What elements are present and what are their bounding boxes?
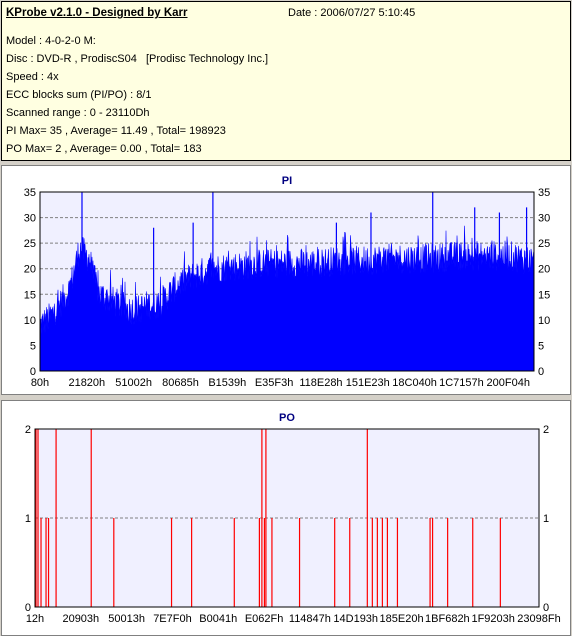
y-tick-label-left: 20 — [24, 264, 36, 276]
info-disc: Disc : DVD-R , ProdiscS04 [Prodisc Techn… — [6, 53, 269, 65]
info-pi-stats: PI Max= 35 , Average= 11.49 , Total= 198… — [6, 125, 226, 137]
x-tick-label: 200F04h — [487, 377, 530, 389]
info-speed: Speed : 4x — [6, 71, 59, 83]
x-tick-label: 7E7F0h — [153, 613, 192, 625]
y-tick-label-right: 5 — [538, 340, 544, 352]
x-tick-label: B1539h — [208, 377, 246, 389]
pi-chart: 0 0 5 5 10 10 15 15 20 20 25 25 30 30 35 35 80h 21820h 510… — [24, 175, 551, 389]
y-tick-label-left: 0 — [25, 602, 31, 614]
x-tick-label: 18C040h — [392, 377, 437, 389]
x-tick-label: 21820h — [68, 377, 105, 389]
x-tick-label: 1BF682h — [425, 613, 470, 625]
x-tick-label: 118E28h — [299, 377, 342, 389]
y-tick-label-left: 35 — [24, 187, 36, 199]
x-tick-label: 80h — [31, 377, 49, 389]
pi-series-area — [39, 225, 535, 372]
x-tick-label: 1F9203h — [471, 613, 514, 625]
info-ecc-blocks: ECC blocks sum (PI/PO) : 8/1 — [6, 89, 152, 101]
x-tick-label: 151E23h — [346, 377, 390, 389]
y-tick-label-right: 25 — [538, 238, 550, 250]
y-tick-label-right: 2 — [543, 424, 549, 436]
y-tick-label-right: 0 — [538, 366, 544, 378]
y-tick-label-right: 10 — [538, 315, 550, 327]
y-tick-label-left: 10 — [24, 315, 36, 327]
x-tick-label: E062Fh — [245, 613, 284, 625]
info-model: Model : 4-0-2-0 M: — [6, 35, 96, 47]
x-tick-label: 23098Fh — [517, 613, 560, 625]
x-tick-label: 51002h — [115, 377, 152, 389]
x-tick-label: B0041h — [199, 613, 237, 625]
y-tick-label-right: 15 — [538, 289, 550, 301]
y-tick-label-right: 30 — [538, 213, 550, 225]
x-tick-label: 1C7157h — [439, 377, 484, 389]
y-tick-label-right: 0 — [543, 602, 549, 614]
y-tick-label-left: 5 — [30, 340, 36, 352]
info-scanned-range: Scanned range : 0 - 23110Dh — [6, 107, 150, 119]
y-tick-label-left: 25 — [24, 238, 36, 250]
y-tick-label-right: 1 — [543, 513, 549, 525]
plot-border — [34, 428, 540, 608]
x-tick-label: 185E20h — [380, 613, 424, 625]
x-tick-label: 114847h — [289, 613, 331, 625]
info-po-stats: PO Max= 2 , Average= 0.00 , Total= 183 — [6, 143, 202, 155]
po-chart-panel: 0 0 1 1 2 2 12h 20903h 50013h 7E7F0h B0041h E062Fh 1… — [1, 400, 571, 636]
po-chart: 0 0 1 1 2 2 12h 20903h 50013h 7E7F0h B0041h E062Fh 1… — [25, 412, 561, 625]
pi-chart-panel: 0 0 5 5 10 10 15 15 20 20 25 25 30 30 35 35 80h 21820h 510… — [1, 165, 571, 395]
x-tick-label: 14D193h — [333, 613, 378, 625]
x-tick-label: 80685h — [162, 377, 199, 389]
x-tick-label: 50013h — [108, 613, 145, 625]
x-tick-label: E35F3h — [255, 377, 294, 389]
y-tick-label-right: 35 — [538, 187, 550, 199]
plot-border — [39, 191, 535, 372]
app-title: KProbe v2.1.0 - Designed by Karr — [6, 7, 188, 19]
info-panel: KProbe v2.1.0 - Designed by Karr Date : … — [1, 1, 571, 161]
y-tick-label-right: 20 — [538, 264, 550, 276]
chart-title: PI — [282, 175, 292, 187]
x-tick-label: 12h — [26, 613, 44, 625]
y-tick-label-left: 2 — [25, 424, 31, 436]
y-tick-label-left: 15 — [24, 289, 36, 301]
y-tick-label-left: 30 — [24, 213, 36, 225]
y-tick-label-left: 0 — [30, 366, 36, 378]
x-tick-label: 20903h — [62, 613, 99, 625]
scan-date: Date : 2006/07/27 5:10:45 — [288, 7, 416, 19]
y-tick-label-left: 1 — [25, 513, 31, 525]
chart-title: PO — [279, 412, 295, 424]
